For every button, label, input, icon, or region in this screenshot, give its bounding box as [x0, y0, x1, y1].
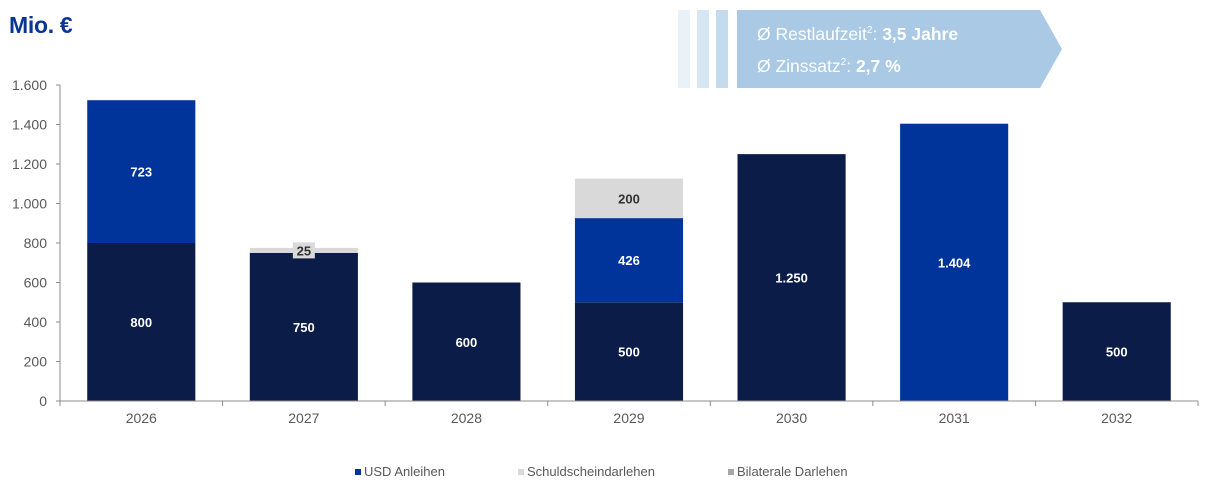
y-tick-label: 600 — [24, 275, 48, 291]
bar-segment-eur-anleihen-2028 — [412, 282, 521, 401]
x-tick-label: 2029 — [613, 410, 644, 426]
x-tick-label: 2026 — [126, 410, 157, 426]
x-tick-label: 2027 — [288, 410, 319, 426]
y-tick-label: 1.200 — [12, 156, 47, 172]
legend-swatch — [728, 469, 734, 475]
separator: : — [872, 24, 883, 44]
y-tick-label: 0 — [39, 393, 47, 409]
data-label: 750 — [293, 320, 315, 335]
footnote-marker: 2 — [866, 25, 873, 36]
avg-interest-rate: Ø Zinssatz2: 2,7 % — [757, 56, 901, 77]
bar-segment-usd-anleihen-2031 — [900, 123, 1009, 402]
legend-item-usd-anleihen: USD Anleihen — [355, 464, 445, 479]
x-tick-label: 2028 — [451, 410, 482, 426]
data-label: 500 — [1106, 345, 1128, 360]
bar-segment-eur-anleihen-2027 — [249, 252, 358, 401]
data-label: 1.250 — [775, 271, 808, 286]
banner-stripe — [678, 10, 690, 88]
data-label: 723 — [130, 165, 152, 180]
data-label: 200 — [618, 191, 640, 206]
footnote-marker: 2 — [840, 57, 847, 68]
avg-remaining-maturity-label: Ø Restlaufzeit — [757, 24, 867, 44]
y-tick-label: 1.400 — [12, 117, 47, 133]
bar-segment-eur-anleihen-2026 — [87, 243, 196, 401]
avg-remaining-maturity: Ø Restlaufzeit2: 3,5 Jahre — [757, 24, 958, 45]
banner-arrow-shape — [737, 10, 1062, 88]
data-label: 1.404 — [938, 255, 971, 270]
bar-segment-eur-anleihen-2030 — [737, 154, 846, 401]
y-tick-label: 200 — [24, 354, 48, 370]
legend-label: Bilaterale Darlehen — [737, 464, 848, 479]
bar-segment-eur-anleihen-2032 — [1062, 302, 1171, 401]
x-tick-label: 2030 — [776, 410, 807, 426]
data-label: 500 — [618, 345, 640, 360]
data-label-background — [292, 242, 315, 259]
legend-item-schuldscheindarlehen: Schuldscheindarlehen — [518, 464, 655, 479]
legend-swatch — [355, 469, 361, 475]
x-tick-label: 2032 — [1101, 410, 1132, 426]
data-label: 25 — [297, 243, 311, 258]
separator: : — [846, 56, 856, 76]
avg-remaining-maturity-value: 3,5 Jahre — [882, 24, 959, 44]
legend-swatch — [518, 469, 524, 475]
y-tick-label: 1.000 — [12, 196, 47, 212]
bar-segment-usd-anleihen-2026 — [87, 100, 196, 244]
banner-stripe — [716, 10, 728, 88]
banner-stripe — [697, 10, 709, 88]
x-tick-label: 2031 — [939, 410, 970, 426]
y-tick-label: 400 — [24, 314, 48, 330]
bar-segment-schuldscheindarlehen-2029 — [574, 178, 684, 219]
legend-item-bilaterale-darlehen: Bilaterale Darlehen — [728, 464, 848, 479]
banner-arrow-shape — [737, 10, 1062, 88]
data-label: 426 — [618, 253, 640, 268]
bar-segment-eur-anleihen-2029 — [574, 302, 684, 401]
y-tick-label: 800 — [24, 235, 48, 251]
y-tick-label: 1.600 — [12, 77, 47, 93]
unit-title: Mio. € — [9, 12, 73, 38]
legend-label: USD Anleihen — [364, 464, 445, 479]
legend-label: Schuldscheindarlehen — [527, 464, 655, 479]
avg-interest-rate-value: 2,7 % — [855, 56, 901, 76]
bar-segment-usd-anleihen-2029 — [574, 218, 684, 303]
data-label: 800 — [130, 315, 152, 330]
data-label: 600 — [456, 335, 478, 350]
avg-interest-rate-label: Ø Zinssatz — [757, 56, 841, 76]
